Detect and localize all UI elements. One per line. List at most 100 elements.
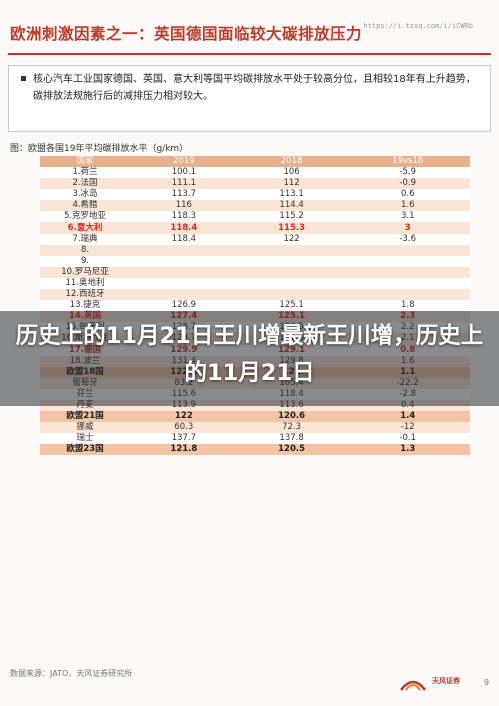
diff-cell: -12 xyxy=(345,422,470,434)
table-row: 10.罗马尼亚 xyxy=(40,266,470,278)
value-2019-cell xyxy=(130,255,238,267)
country-cell: 欧盟23国 xyxy=(40,444,130,456)
value-2018-cell xyxy=(237,255,346,267)
value-2019-cell xyxy=(130,244,238,256)
value-2019-cell xyxy=(130,277,238,290)
table-row: 3.冰岛 113.7 113.1 0.6 xyxy=(40,189,470,201)
value-2018-cell: 72.3 xyxy=(237,422,346,434)
value-2019-cell: 116 xyxy=(130,200,238,212)
country-cell: 13.捷克 xyxy=(40,300,130,312)
diff-cell: 1.8 xyxy=(345,300,470,312)
table-row: 11.奥地利 xyxy=(40,277,470,290)
country-cell: 8. xyxy=(40,244,130,256)
slide-title: 欧洲刺激因素之一：英国德国面临较大碳排放压力 xyxy=(10,25,363,43)
table-header-row: 国家 2019 2018 19vs18 xyxy=(40,156,470,167)
diff-cell xyxy=(345,266,470,278)
country-cell: 3.冰岛 xyxy=(40,189,130,201)
table-caption: 图：欧盟各国19年平均碳排放水平（g/km） xyxy=(10,144,189,154)
value-2018-cell: 113.1 xyxy=(237,189,346,201)
value-2019-cell: 122 xyxy=(130,411,238,423)
country-cell: 10.罗马尼亚 xyxy=(40,266,130,278)
diff-cell: 3.1 xyxy=(345,211,470,223)
title-divider xyxy=(8,53,491,55)
value-2019-cell: 100.1 xyxy=(130,167,238,179)
country-cell: 4.希腊 xyxy=(40,200,130,212)
value-2018-cell: 115.3 xyxy=(237,222,346,234)
header-diff: 19vs18 xyxy=(345,156,470,167)
header-2019: 2019 xyxy=(130,156,238,167)
header-country: 国家 xyxy=(40,156,130,167)
emissions-table: 国家 2019 2018 19vs18 1.荷兰 100.1 106 -5.9 2.法国… xyxy=(40,156,470,456)
diff-cell: -3.6 xyxy=(345,233,470,245)
diff-cell: 1.3 xyxy=(345,444,470,456)
value-2019-cell: 111.1 xyxy=(130,178,238,190)
value-2018-cell: 137.8 xyxy=(237,433,346,445)
table-row: 6.意大利 118.4 115.3 3 xyxy=(40,222,470,234)
table-row: 12.西班牙 xyxy=(40,289,470,301)
header-2018: 2018 xyxy=(237,156,346,167)
value-2018-cell xyxy=(237,289,346,301)
table-row: 1.荷兰 100.1 106 -5.9 xyxy=(40,167,470,179)
page-number: 9 xyxy=(484,678,490,687)
table-row: 挪威 60.3 72.3 -12 xyxy=(40,422,470,434)
value-2019-cell: 118.4 xyxy=(130,222,238,234)
value-2018-cell: 106 xyxy=(237,167,346,179)
value-2018-cell xyxy=(237,244,346,256)
bullet-icon xyxy=(21,76,26,81)
table-row: 瑞士 137.7 137.8 -0.1 xyxy=(40,433,470,445)
country-cell: 6.意大利 xyxy=(40,222,130,234)
value-2018-cell: 115.2 xyxy=(237,211,346,223)
table-row: 欧盟23国 121.8 120.5 1.3 xyxy=(40,444,470,456)
diff-cell xyxy=(345,255,470,267)
table-row: 8. xyxy=(40,244,470,256)
summary-box: 核心汽车工业国家德国、英国、意大利等国平均碳排放水平处于较高分位，且相较18年有… xyxy=(8,65,491,132)
table-row: 9. xyxy=(40,255,470,267)
value-2018-cell: 122 xyxy=(237,233,346,245)
table-row: 13.捷克 126.9 125.1 1.8 xyxy=(40,300,470,312)
country-cell: 挪威 xyxy=(40,422,130,434)
diff-cell xyxy=(345,289,470,301)
country-cell: 瑞士 xyxy=(40,433,130,445)
tianfeng-logo-icon xyxy=(400,680,426,691)
value-2019-cell: 118.4 xyxy=(130,233,238,245)
diff-cell xyxy=(345,244,470,256)
country-cell: 7.瑞典 xyxy=(40,233,130,245)
value-2019-cell: 137.7 xyxy=(130,433,238,445)
country-cell: 5.克罗地亚 xyxy=(40,211,130,223)
value-2019-cell: 113.7 xyxy=(130,189,238,201)
value-2019-cell: 60.3 xyxy=(130,422,238,434)
value-2018-cell: 120.5 xyxy=(237,444,346,456)
value-2018-cell xyxy=(237,277,346,290)
table-row: 2.法国 111.1 112 -0.9 xyxy=(40,178,470,190)
country-cell: 12.西班牙 xyxy=(40,289,130,301)
diff-cell: 1.6 xyxy=(345,200,470,212)
value-2018-cell: 114.4 xyxy=(237,200,346,212)
diff-cell xyxy=(345,277,470,290)
logo-text: 天风证券 xyxy=(432,677,460,685)
value-2018-cell xyxy=(237,266,346,278)
country-cell: 9. xyxy=(40,255,130,267)
table-row: 5.克罗地亚 118.3 115.2 3.1 xyxy=(40,211,470,223)
value-2019-cell: 126.9 xyxy=(130,300,238,312)
value-2019-cell xyxy=(130,266,238,278)
value-2019-cell: 121.8 xyxy=(130,444,238,456)
country-cell: 11.奥地利 xyxy=(40,277,130,290)
summary-text: 核心汽车工业国家德国、英国、意大利等国平均碳排放水平处于较高分位，且相较18年有… xyxy=(33,74,476,102)
banner-title: 历史上的11月21日王川增最新王川增，历史上的11月21日 xyxy=(15,323,484,386)
overlay-banner: 历史上的11月21日王川增最新王川增，历史上的11月21日 xyxy=(0,311,499,406)
value-2018-cell: 120.6 xyxy=(237,411,346,423)
source-note: 数据来源：JATO，天风证券研究所 xyxy=(10,669,133,678)
value-2018-cell: 112 xyxy=(237,178,346,190)
diff-cell: -5.9 xyxy=(345,167,470,179)
diff-cell: -0.1 xyxy=(345,433,470,445)
value-2019-cell xyxy=(130,289,238,301)
watermark-url: https://i.tzsq.com/i/iCWRb xyxy=(363,22,473,30)
country-cell: 2.法国 xyxy=(40,178,130,190)
diff-cell: -0.9 xyxy=(345,178,470,190)
diff-cell: 0.6 xyxy=(345,189,470,201)
country-cell: 欧盟21国 xyxy=(40,411,130,423)
value-2018-cell: 125.1 xyxy=(237,300,346,312)
value-2019-cell: 118.3 xyxy=(130,211,238,223)
diff-cell: 3 xyxy=(345,222,470,234)
